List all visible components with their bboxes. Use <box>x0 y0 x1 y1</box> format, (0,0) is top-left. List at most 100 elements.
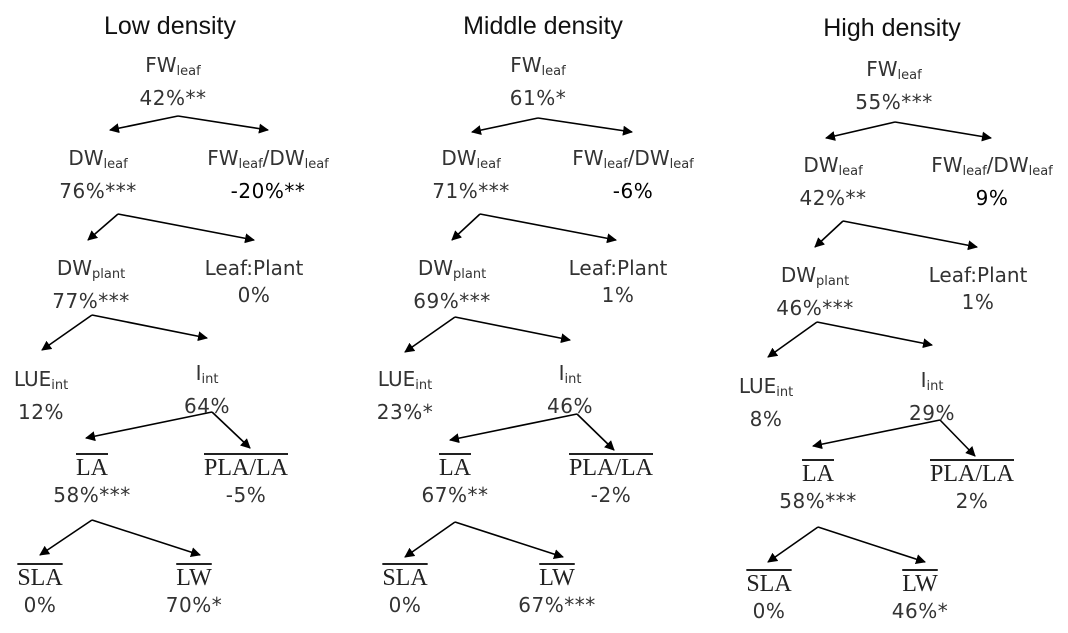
node-label: FWleaf/DWleaf <box>207 145 329 178</box>
node-value: 71%*** <box>432 179 510 203</box>
label-base: FW <box>866 57 898 81</box>
label-subscript: plant <box>453 267 487 282</box>
panel-title: Middle density <box>463 12 623 40</box>
label-base: DW <box>269 146 305 170</box>
node-value: 46%* <box>891 599 949 623</box>
node-label: LW <box>892 571 948 598</box>
arrow <box>825 121 896 141</box>
arrow <box>211 411 251 449</box>
label-subscript: leaf <box>838 164 863 179</box>
node-label: DWleaf <box>59 145 136 178</box>
node-value: 29% <box>909 401 955 425</box>
node-value: 0% <box>237 283 271 307</box>
node-sla: SLA 0% <box>746 571 791 625</box>
node-value: 64% <box>184 394 230 418</box>
node-fw-dw-ratio: FWleaf/DWleaf -6% <box>572 145 694 205</box>
node-value: 76%*** <box>59 179 137 203</box>
node-label: PLA/LA <box>569 455 653 482</box>
label-subscript: leaf <box>962 164 987 179</box>
node-dw-plant: DWplant 46%*** <box>776 262 853 322</box>
label-base: I <box>558 361 565 385</box>
node-i-int: Iint 64% <box>184 360 230 420</box>
node-value: 9% <box>975 186 1009 210</box>
node-label: FWleaf <box>510 52 566 85</box>
node-label: FWleaf/DWleaf <box>572 145 694 178</box>
node-la: LA 58%*** <box>779 461 856 515</box>
node-value: 42%** <box>799 186 867 210</box>
node-label: SLA <box>746 571 791 598</box>
label-subscript: int <box>926 379 944 394</box>
arrow <box>814 220 844 248</box>
arrow <box>767 321 818 358</box>
node-label: Leaf:Plant <box>569 255 668 282</box>
label-subscript: leaf <box>304 157 329 172</box>
label-separator: / <box>986 153 994 177</box>
node-label: FWleaf <box>140 52 207 85</box>
arrow <box>479 213 617 244</box>
label-base: DW <box>803 153 839 177</box>
node-value: -6% <box>612 179 654 203</box>
label-subscript: leaf <box>476 157 501 172</box>
arrow <box>109 115 179 134</box>
node-label: DWleaf <box>800 152 867 185</box>
node-value: 67%** <box>421 483 489 507</box>
node-label: Iint <box>909 367 955 400</box>
arrow <box>404 316 456 353</box>
node-lw: LW 70%* <box>166 565 222 619</box>
node-lue-int: LUEint 8% <box>739 373 793 433</box>
node-label: FWleaf/DWleaf <box>931 152 1053 185</box>
node-dw-leaf: DWleaf 76%*** <box>59 145 136 205</box>
node-value: 55%*** <box>855 90 933 114</box>
node-leaf-plant: Leaf:Plant 1% <box>569 255 668 309</box>
node-label: LA <box>422 455 489 482</box>
arrow <box>471 117 539 136</box>
node-value: 0% <box>752 599 786 623</box>
node-value: 0% <box>388 593 422 617</box>
label-text: SLA <box>746 571 792 597</box>
node-label: FWleaf <box>855 56 932 89</box>
node-dw-plant: DWplant 77%*** <box>52 255 129 315</box>
node-lw: LW 46%* <box>892 571 948 625</box>
node-dw-leaf: DWleaf 42%** <box>800 152 867 212</box>
node-label: DWplant <box>413 255 490 288</box>
label-text: PLA/LA <box>569 455 653 481</box>
label-subscript: leaf <box>1028 164 1053 179</box>
arrow <box>91 519 201 557</box>
node-fw-leaf: FWleaf 42%** <box>140 52 207 112</box>
label-base: FW <box>510 53 542 77</box>
label-subscript: int <box>201 372 219 387</box>
label-text: LA <box>801 461 834 487</box>
node-dw-leaf: DWleaf 71%*** <box>432 145 509 205</box>
label-text: LW <box>902 571 938 597</box>
node-label: DWplant <box>776 262 853 295</box>
label-text: Leaf:Plant <box>568 256 668 280</box>
label-base: DW <box>993 153 1029 177</box>
label-subscript: leaf <box>603 157 628 172</box>
node-lue-int: LUEint 12% <box>14 366 68 426</box>
node-fw-leaf: FWleaf 61%* <box>510 52 566 112</box>
node-value: 46% <box>547 394 593 418</box>
label-text: Leaf:Plant <box>204 256 304 280</box>
label-base: LUE <box>377 367 416 391</box>
node-value: -20%** <box>230 179 306 203</box>
node-label: DWleaf <box>432 145 509 178</box>
node-value: -2% <box>590 483 632 507</box>
label-base: I <box>195 361 202 385</box>
node-leaf-plant: Leaf:Plant 0% <box>205 255 304 309</box>
label-subscript: int <box>415 378 433 393</box>
node-label: LUEint <box>377 366 433 399</box>
label-separator: / <box>627 146 635 170</box>
node-label: PLA/LA <box>930 461 1014 488</box>
node-fw-dw-ratio: FWleaf/DWleaf -20%** <box>207 145 329 205</box>
label-subscript: leaf <box>238 157 263 172</box>
node-label: Iint <box>184 360 230 393</box>
node-label: LW <box>518 565 595 592</box>
arrow <box>816 321 933 349</box>
node-label: SLA <box>17 565 62 592</box>
arrow <box>41 314 93 351</box>
panel-title: High density <box>823 14 961 42</box>
arrow <box>177 115 269 134</box>
node-label: Leaf:Plant <box>929 262 1028 289</box>
node-value: 67%*** <box>518 593 596 617</box>
